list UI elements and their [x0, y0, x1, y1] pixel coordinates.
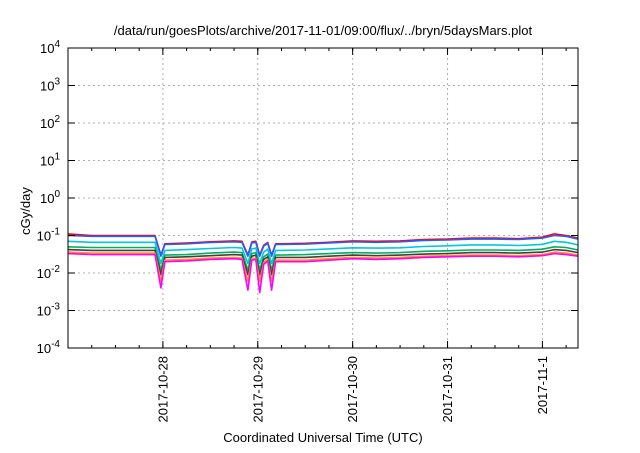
- series-lines: [67, 233, 579, 294]
- series-line-5: [67, 248, 579, 276]
- x-tick-label: 2017-10-28: [155, 356, 170, 423]
- x-tick-label: 2017-10-31: [440, 356, 455, 423]
- y-tick-label: 102: [40, 114, 60, 131]
- x-tick-label: 2017-10-29: [250, 356, 265, 423]
- y-tick-label: 10-2: [37, 264, 61, 281]
- y-tick-label: 10-1: [37, 227, 61, 244]
- plot-frame: [67, 47, 579, 349]
- y-tick-label: 104: [40, 39, 60, 56]
- y-axis-label: cGy/day: [18, 187, 33, 235]
- y-tick-label: 103: [40, 77, 60, 94]
- series-line-2: [67, 234, 579, 257]
- y-tick-label: 10-4: [37, 339, 61, 356]
- series-line-3: [67, 240, 579, 265]
- y-tick-label: 101: [40, 152, 60, 169]
- y-tick-label: 10-3: [37, 302, 61, 319]
- x-tick-label: 2017-10-30: [345, 356, 360, 423]
- axes: 10-4 10-3 10-2 10-1 100 101 102 103 104 2017-10-2…: [37, 39, 579, 423]
- x-tick-label: 2017-11-1: [535, 356, 550, 414]
- x-axis-label: Coordinated Universal Time (UTC): [223, 430, 422, 445]
- series-line-7: [67, 252, 579, 294]
- y-tick-label: 100: [40, 189, 60, 206]
- chart-title: /data/run/goesPlots/archive/2017-11-01/0…: [114, 23, 533, 38]
